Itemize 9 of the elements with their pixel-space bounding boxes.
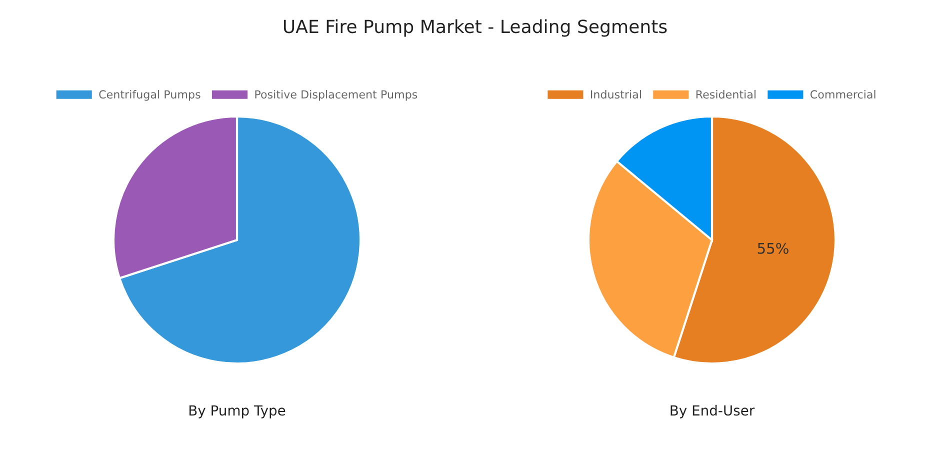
text: By End-User xyxy=(670,404,755,418)
legend-label: Industrial xyxy=(590,90,641,99)
text: By Pump Type xyxy=(189,405,286,418)
legend-label: Residential xyxy=(696,90,756,99)
legend-label: Centrifugal Pumps xyxy=(99,90,200,101)
data-label: 55% xyxy=(758,242,788,254)
text: UAE Fire Pump Market - Leading Segments xyxy=(284,19,667,37)
legend-label: Positive Displacement Pumps xyxy=(255,90,418,101)
legend-label: Commercial xyxy=(810,90,876,99)
